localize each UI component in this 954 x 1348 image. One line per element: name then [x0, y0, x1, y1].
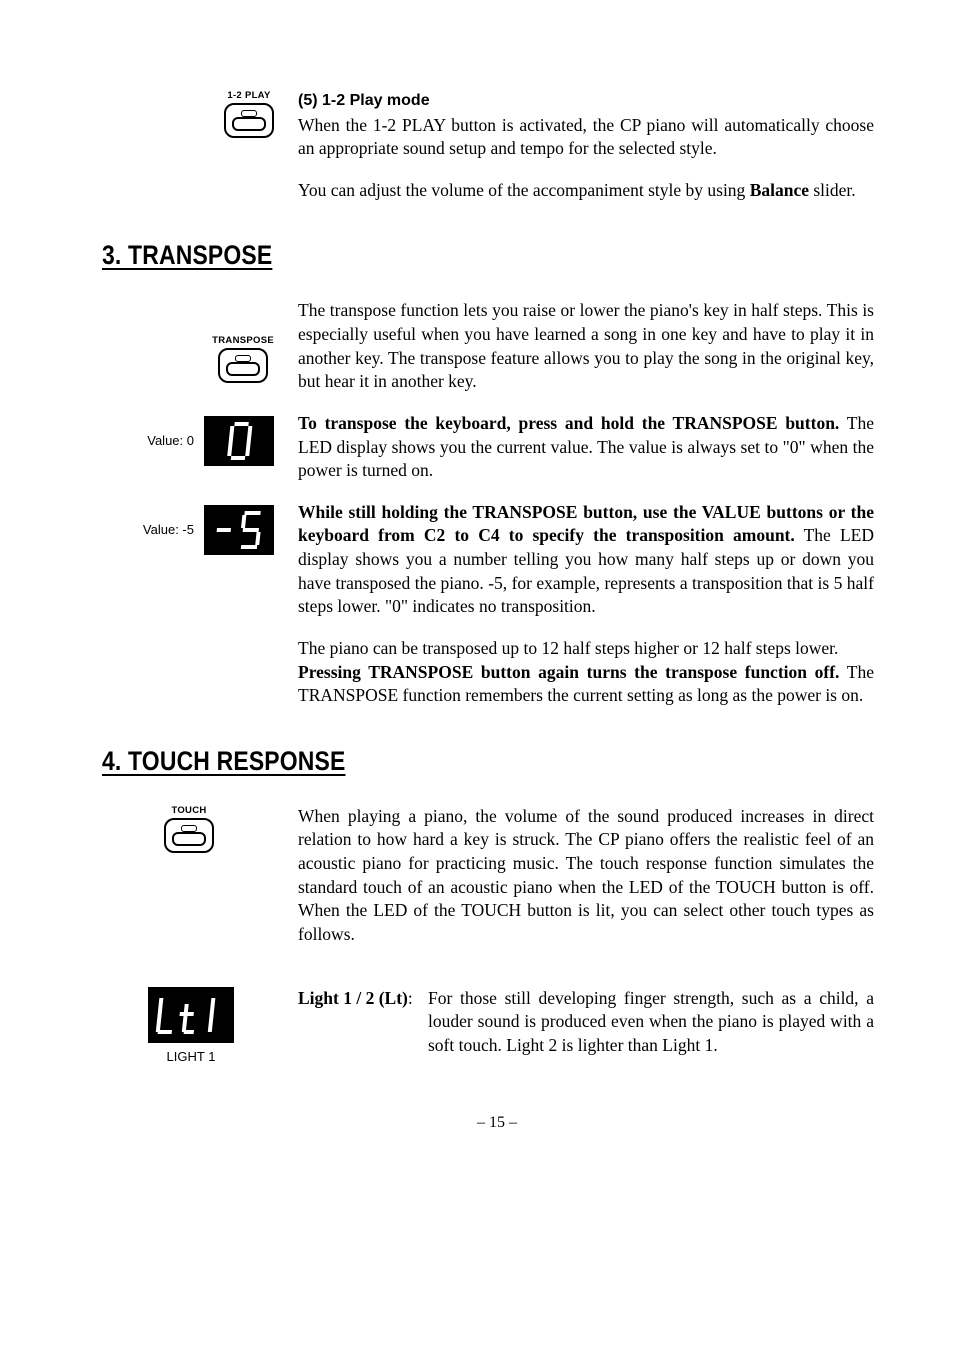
led-display-0: Value: 0: [147, 416, 274, 466]
definition-body: For those still developing finger streng…: [428, 987, 874, 1058]
transpose-intro-row: TRANSPOSE The transpose function lets yo…: [120, 299, 874, 394]
page: 1-2 PLAY (5) 1-2 Play mode When the 1-2 …: [0, 0, 954, 1172]
transpose-notes-row: The piano can be transposed up to 12 hal…: [120, 637, 874, 708]
paragraph: While still holding the TRANSPOSE button…: [298, 501, 874, 619]
seven-seg-neg5-icon: [211, 509, 267, 551]
touch-intro-row: TOUCH When playing a piano, the volume o…: [120, 805, 874, 947]
term-bold: Light 1 / 2 (Lt): [298, 988, 408, 1008]
seven-seg-lt1-icon: [152, 992, 230, 1038]
led-value-label: Value: -5: [143, 522, 194, 537]
button-inner: [172, 832, 206, 846]
right-column: To transpose the keyboard, press and hol…: [298, 412, 874, 483]
led-box-light1: [148, 987, 234, 1043]
button-outline: [164, 818, 214, 853]
right-column: The piano can be transposed up to 12 hal…: [298, 637, 874, 708]
bold-text: To transpose the keyboard, press and hol…: [298, 413, 839, 433]
button-label: 1-2 PLAY: [227, 90, 270, 101]
term-colon: :: [408, 988, 413, 1008]
paragraph: To transpose the keyboard, press and hol…: [298, 412, 874, 483]
left-column: TRANSPOSE: [120, 299, 298, 383]
right-column: The transpose function lets you raise or…: [298, 299, 874, 394]
button-outline: [218, 348, 268, 383]
button-label: TRANSPOSE: [212, 335, 274, 346]
led-box: [204, 416, 274, 466]
touch-light-row: LIGHT 1 Light 1 / 2 (Lt): For those stil…: [120, 987, 874, 1064]
left-column: Value: 0: [120, 412, 298, 466]
section-heading-touch: 4. TOUCH RESPONSE: [102, 746, 758, 777]
text: You can adjust the volume of the accompa…: [298, 180, 750, 200]
led-value-label: Value: 0: [147, 433, 194, 448]
left-column: 1-2 PLAY: [120, 90, 298, 138]
led-caption: LIGHT 1: [167, 1049, 216, 1064]
transpose-led0-row: Value: 0 To transpose the keyboard, pres…: [120, 412, 874, 483]
button-touch-icon: TOUCH: [164, 805, 214, 853]
button-transpose-icon: TRANSPOSE: [212, 335, 274, 383]
paragraph: You can adjust the volume of the accompa…: [298, 179, 874, 203]
right-column: Light 1 / 2 (Lt): For those still develo…: [298, 987, 874, 1058]
button-inner: [232, 117, 266, 131]
led-box: [204, 505, 274, 555]
right-column: When playing a piano, the volume of the …: [298, 805, 874, 947]
transpose-led5-row: Value: -5 Wh: [120, 501, 874, 619]
left-column: LIGHT 1: [120, 987, 298, 1064]
button-1-2-play-icon: 1-2 PLAY: [224, 90, 274, 138]
paragraph: When playing a piano, the volume of the …: [298, 805, 874, 947]
right-column: While still holding the TRANSPOSE button…: [298, 501, 874, 619]
section-heading-transpose: 3. TRANSPOSE: [102, 240, 758, 271]
button-label: TOUCH: [171, 805, 206, 816]
paragraph: Pressing TRANSPOSE button again turns th…: [298, 661, 874, 708]
paragraph: The transpose function lets you raise or…: [298, 299, 874, 394]
left-column: Value: -5: [120, 501, 298, 555]
bold-text: While still holding the TRANSPOSE button…: [298, 502, 874, 546]
bold-text: Balance: [750, 180, 809, 200]
paragraph: The piano can be transposed up to 12 hal…: [298, 637, 874, 661]
paragraph: When the 1-2 PLAY button is activated, t…: [298, 114, 874, 161]
led-display-neg5: Value: -5: [143, 505, 274, 555]
seven-seg-0-icon: [225, 420, 253, 462]
left-column: TOUCH: [120, 805, 298, 853]
button-inner: [226, 362, 260, 376]
bold-text: Pressing TRANSPOSE button again turns th…: [298, 662, 839, 682]
definition-row: Light 1 / 2 (Lt): For those still develo…: [298, 987, 874, 1058]
section-1-2-play: 1-2 PLAY (5) 1-2 Play mode When the 1-2 …: [120, 90, 874, 202]
subsection-heading: (5) 1-2 Play mode: [298, 90, 874, 112]
page-number: – 15 –: [120, 1114, 874, 1132]
definition-term: Light 1 / 2 (Lt):: [298, 987, 428, 1011]
right-column: (5) 1-2 Play mode When the 1-2 PLAY butt…: [298, 90, 874, 202]
button-outline: [224, 103, 274, 138]
text: slider.: [809, 180, 856, 200]
